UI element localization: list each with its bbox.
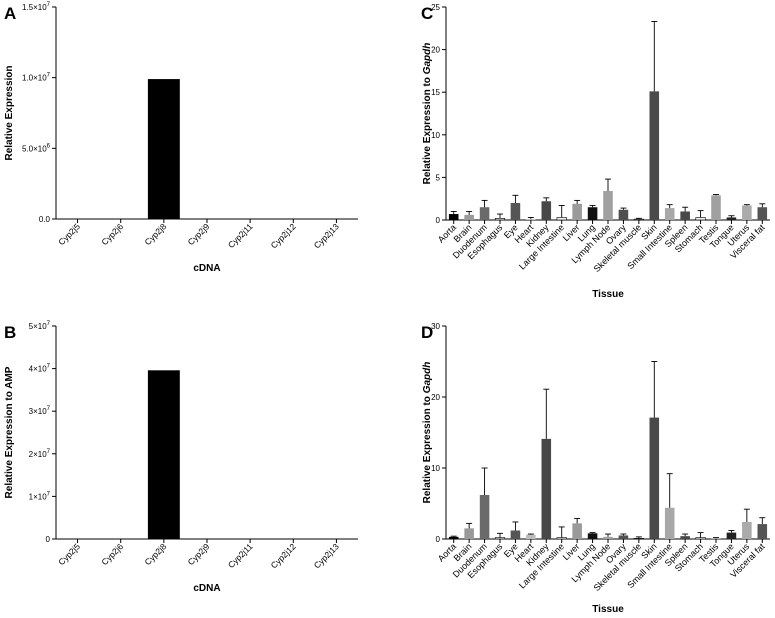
bar-ovary: [618, 535, 629, 539]
bar-tongue: [726, 532, 737, 539]
panel-letter-a: A: [4, 4, 16, 23]
bar-visceral-fat: [757, 207, 768, 220]
bar-skin: [649, 91, 660, 221]
y-tick-label: 30: [431, 322, 440, 331]
y-axis-title-prefix: Relative Expression to: [422, 393, 433, 503]
bar-aorta: [448, 214, 459, 220]
y-tick-label: 1×107: [29, 491, 51, 501]
panel-letter-d: D: [421, 323, 433, 342]
y-tick-label: 5.0×106: [22, 143, 51, 153]
bar-ovary: [618, 209, 629, 220]
bar-spleen: [680, 211, 690, 220]
bar-duodenum: [479, 494, 490, 539]
bar-stomach: [695, 537, 706, 540]
category-label: Cyp2j8: [142, 221, 168, 247]
bar-large-intestine: [556, 217, 567, 221]
y-axis-title-gene: Gapdh: [422, 362, 433, 394]
category-label: Cyp2j6: [99, 541, 125, 567]
y-tick-label: 1.5×107: [22, 2, 51, 12]
bar-liver: [572, 203, 582, 220]
bar-cyp2j8: [147, 79, 180, 219]
y-axis-title: Relative Expression to Gapdh: [422, 362, 433, 504]
bar-skeletal-muscle: [633, 218, 644, 221]
bar-esophagus: [494, 217, 506, 221]
bar-testis: [711, 538, 721, 539]
bar-small-intestine: [664, 208, 675, 220]
bar-aorta: [448, 536, 459, 539]
x-axis-title: cDNA: [193, 263, 220, 274]
y-tick-label: 5×107: [29, 321, 51, 331]
category-label: Cyp2j11: [226, 541, 255, 570]
category-label: Cyp2j9: [186, 541, 212, 567]
panel-letter-c: C: [421, 4, 433, 23]
x-axis-title: Tissue: [592, 289, 624, 300]
bar-visceral-fat: [757, 524, 768, 539]
panel-d: D0102030AortaBrainDuodenumEsophagusEyeHe…: [421, 322, 770, 615]
category-label: Cyp2j12: [269, 541, 298, 570]
bar-stomach: [695, 217, 706, 221]
bar-heart: [526, 219, 536, 220]
category-label: Cyp2j9: [186, 221, 212, 247]
bar-tongue: [726, 217, 737, 220]
y-tick-label: 3×107: [29, 406, 51, 416]
panel-b: B 0 1×107 2×107 3×107 4×107 5×107 Cyp2j5 Cyp2j6 C…: [4, 321, 358, 594]
y-axis-title: Relative Expression to AMP: [4, 366, 15, 498]
bar-uterus: [742, 521, 752, 539]
y-tick-label: 0: [46, 535, 51, 544]
bar-duodenum: [479, 207, 490, 220]
bar-testis: [711, 195, 721, 220]
bar-uterus: [742, 205, 752, 220]
category-label: Cyp2j5: [56, 541, 82, 567]
x-axis-title: Tissue: [592, 604, 624, 615]
panel-a: A 0.0 5.0×106 1.0×107 1.5×107 Cyp2j5 Cyp2j6 Cyp…: [4, 2, 358, 274]
y-tick-label: 20: [431, 46, 440, 55]
y-tick-label: 25: [431, 3, 440, 12]
bar-skeletal-muscle: [633, 537, 644, 540]
bar-kidney: [541, 438, 552, 539]
y-tick-label: 5: [436, 173, 441, 182]
y-tick-label: 10: [431, 131, 440, 140]
category-label: Cyp2j11: [226, 221, 255, 250]
y-tick-label: 4×107: [29, 364, 51, 374]
y-tick-label: 2×107: [29, 449, 51, 459]
bar-heart: [526, 534, 536, 539]
category-label: Cyp2j13: [312, 541, 341, 570]
category-label: Cyp2j8: [142, 541, 168, 567]
category-label: Cyp2j5: [56, 221, 82, 247]
y-tick-label: 0: [436, 216, 441, 225]
y-tick-label: 20: [431, 393, 440, 402]
y-axis-title: Relative Expression: [4, 65, 15, 160]
y-tick-label: 10: [431, 464, 440, 473]
bar-liver: [572, 523, 582, 539]
bar-kidney: [541, 201, 552, 220]
y-axis-title-gene: Gapdh: [422, 43, 433, 75]
bar-lymph-node: [603, 536, 613, 539]
category-label: Cyp2j12: [269, 221, 298, 250]
bar-brain: [464, 528, 474, 539]
x-axis-title: cDNA: [193, 583, 220, 594]
bar-small-intestine: [664, 507, 675, 539]
bar-cyp2j8: [147, 370, 180, 539]
y-tick-label: 0.0: [39, 215, 51, 224]
y-axis-title: Relative Expression to Gapdh: [422, 43, 433, 185]
y-tick-label: 15: [431, 88, 440, 97]
category-label: Cyp2j13: [312, 221, 341, 250]
bar-eye: [510, 202, 521, 220]
bar-lung: [587, 533, 598, 539]
category-label: Cyp2j6: [99, 221, 125, 247]
bar-large-intestine: [556, 537, 567, 540]
y-tick-label: 1.0×107: [22, 73, 51, 83]
y-tick-label: 0: [436, 535, 441, 544]
bar-spleen: [680, 536, 690, 539]
panel-c: C0510152025AortaBrainDuodenumEsophagusEy…: [421, 3, 770, 300]
bar-lymph-node: [603, 191, 613, 220]
bar-brain: [464, 214, 474, 220]
panel-letter-b: B: [4, 323, 16, 342]
bar-skin: [649, 417, 660, 539]
bar-esophagus: [494, 537, 506, 540]
bar-lung: [587, 207, 598, 220]
y-axis-title-prefix: Relative Expression to: [422, 74, 433, 184]
bar-eye: [510, 530, 521, 539]
